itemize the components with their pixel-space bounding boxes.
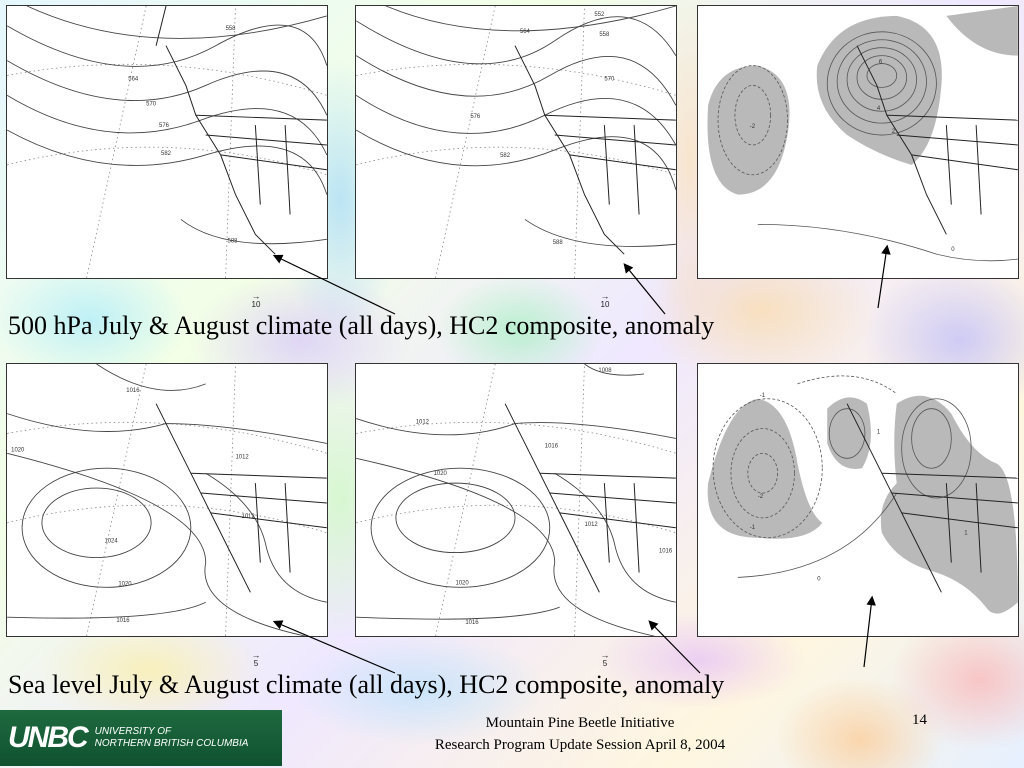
negative-anomaly-area xyxy=(707,398,823,539)
contour-label: -1 xyxy=(760,393,766,399)
map-500hpa-climate: 558 564 570 576 582 588 xyxy=(6,5,328,279)
scale-arrow-icon: → xyxy=(251,291,261,301)
positive-anomaly-area xyxy=(880,395,1018,614)
scale-arrow-icon: → xyxy=(251,650,261,660)
map-sea-level-climate-svg: 1016 1012 1020 1024 1020 1016 1012 xyxy=(7,364,327,636)
contour-label: 576 xyxy=(470,114,481,120)
contour-label: -2 xyxy=(750,124,755,130)
footer-line1: Mountain Pine Beetle Initiative xyxy=(485,715,675,731)
contour-label: 1024 xyxy=(104,539,118,545)
positive-anomaly-area xyxy=(946,6,1018,56)
contour-label: 1020 xyxy=(11,447,25,453)
contour-label: 558 xyxy=(599,32,610,38)
contour-label: -2 xyxy=(758,494,763,500)
contour-label: 1012 xyxy=(584,522,597,528)
contour-label: 1012 xyxy=(241,514,254,520)
vector-scale: → 5 xyxy=(595,650,615,669)
map-sea-level-anomaly: -2 -1 -1 1 1 0 xyxy=(697,363,1019,637)
map-sea-level-hc2-svg: 1008 1012 1016 1020 1020 1016 1016 1012 xyxy=(356,364,676,636)
contour-label: 1020 xyxy=(434,471,448,477)
contour-label: -1 xyxy=(750,525,756,531)
contour-label: 0 xyxy=(951,247,955,253)
map-500hpa-hc2-composite: 552 558 564 570 576 582 588 xyxy=(355,5,677,279)
map-sea-level-anomaly-svg: -2 -1 -1 1 1 0 xyxy=(707,375,1018,614)
contour-label: 564 xyxy=(520,29,531,35)
contour-label: 588 xyxy=(228,238,239,244)
contour-label: 1 xyxy=(964,531,968,537)
contour-label: 558 xyxy=(226,26,237,32)
contour-label: 570 xyxy=(146,101,157,107)
contour-label: 0 xyxy=(817,576,821,582)
vector-scale: → 5 xyxy=(246,650,266,669)
caption-sea-level: Sea level July & August climate (all day… xyxy=(8,670,725,699)
contour-label: 1 xyxy=(877,429,881,435)
contour-label: 1016 xyxy=(126,388,140,394)
map-500hpa-climate-svg: 558 564 570 576 582 588 xyxy=(7,6,327,278)
contour-label: 1016 xyxy=(116,618,130,624)
contour-label: 1020 xyxy=(455,580,469,586)
positive-anomaly-area xyxy=(816,15,942,165)
contour-label: 564 xyxy=(128,76,139,82)
page-number: 14 xyxy=(912,712,927,728)
caption-500hpa: 500 hPa July & August climate (all days)… xyxy=(8,311,715,340)
contour-label: 1008 xyxy=(598,368,612,374)
footer-text: Mountain Pine Beetle Initiative Research… xyxy=(360,712,800,756)
footer-line2: Research Program Update Session April 8,… xyxy=(434,737,726,753)
contour-label: 4 xyxy=(877,106,881,112)
contour-label: 6 xyxy=(879,60,883,66)
contour-label: 1020 xyxy=(118,581,132,587)
contour-label: 552 xyxy=(594,12,604,18)
contour-label: 570 xyxy=(604,76,615,82)
scale-arrow-icon: → xyxy=(600,650,610,660)
vector-scale: → 10 xyxy=(595,291,615,310)
logo-mark: UNBC xyxy=(8,721,89,754)
contour-label: 588 xyxy=(553,240,564,246)
contour-label: 1016 xyxy=(465,620,479,626)
contour-label: 1016 xyxy=(659,549,673,555)
contour-label: 1016 xyxy=(545,443,559,449)
contour-label: 576 xyxy=(159,123,170,129)
map-500hpa-hc2-svg: 552 558 564 570 576 582 588 xyxy=(356,6,676,278)
map-sea-level-hc2-composite: 1008 1012 1016 1020 1020 1016 1016 1012 xyxy=(355,363,677,637)
logo-text: University of Northern British Columbia xyxy=(94,726,249,749)
scale-arrow-icon: → xyxy=(600,291,610,301)
contour-label: 1012 xyxy=(416,420,429,426)
vector-scale: → 10 xyxy=(246,291,266,310)
contour-label: 582 xyxy=(500,153,510,159)
map-sea-level-climate: 1016 1012 1020 1024 1020 1016 1012 xyxy=(6,363,328,637)
map-500hpa-anomaly: -2 6 4 2 0 xyxy=(697,5,1019,279)
negative-anomaly-area xyxy=(707,65,790,195)
contour-label: 582 xyxy=(161,151,171,157)
contour-label: 1012 xyxy=(235,454,248,460)
contour-label: 2 xyxy=(892,129,895,135)
unbc-logo: UNBC University of Northern British Colu… xyxy=(0,710,282,766)
map-500hpa-anomaly-svg: -2 6 4 2 0 xyxy=(707,6,1018,262)
